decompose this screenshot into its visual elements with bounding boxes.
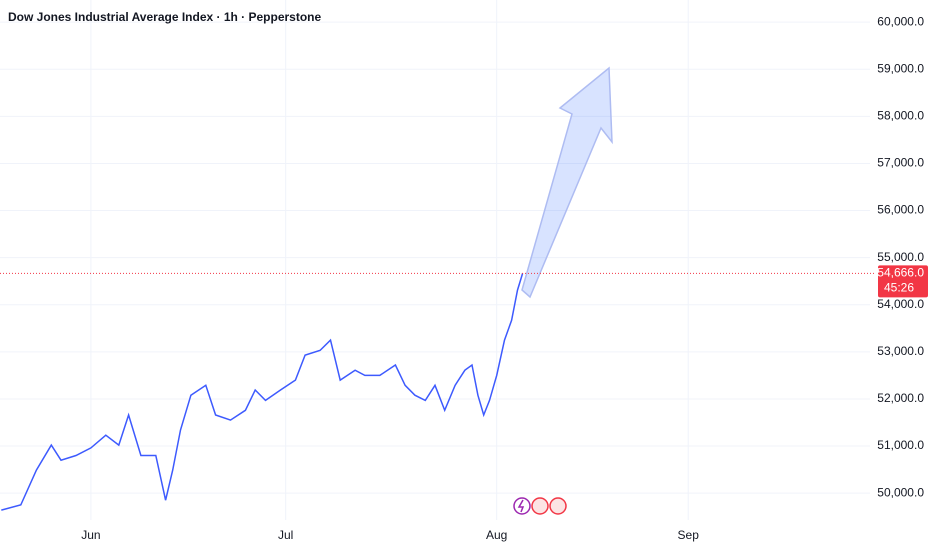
y-tick-label: 54,000.0 xyxy=(877,297,924,311)
event-icons xyxy=(513,497,567,515)
y-tick-label: 52,000.0 xyxy=(877,391,924,405)
x-tick-label: Aug xyxy=(486,528,507,542)
y-tick-label: 53,000.0 xyxy=(877,344,924,358)
price-line xyxy=(1,273,524,511)
x-tick-label: Sep xyxy=(678,528,700,542)
countdown: 45:26 xyxy=(884,281,914,295)
y-tick-label: 57,000.0 xyxy=(877,156,924,170)
y-tick-label: 51,000.0 xyxy=(877,438,924,452)
last-price-box xyxy=(878,265,928,298)
y-tick-label: 56,000.0 xyxy=(877,203,924,217)
x-tick-label: Jul xyxy=(278,528,293,542)
y-tick-label: 60,000.0 xyxy=(877,14,924,28)
x-tick-label: Jun xyxy=(81,528,100,542)
chart-title: Dow Jones Industrial Average Index · 1h … xyxy=(8,10,322,24)
y-tick-label: 59,000.0 xyxy=(877,61,924,75)
projection-arrow xyxy=(521,66,613,299)
y-tick-label: 50,000.0 xyxy=(877,485,924,499)
last-price-label: 54,666.0 xyxy=(877,266,924,280)
y-tick-label: 58,000.0 xyxy=(877,109,924,123)
y-tick-label: 55,000.0 xyxy=(877,250,924,264)
